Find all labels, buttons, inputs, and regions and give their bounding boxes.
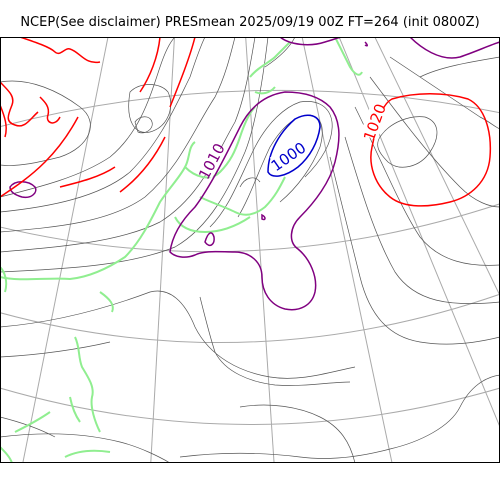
isobar-1020 [0,37,492,207]
chart-title: NCEP(See disclaimer) PRESmean 2025/09/19… [20,15,480,30]
isobars [0,37,500,463]
label-1020: 1020 [360,101,390,143]
isobar-1010 [9,37,500,311]
label-1000: 1000 [268,138,310,175]
graticule [0,37,500,463]
pressure-map: 1010 1000 1020 [0,37,500,463]
coastlines [0,37,363,463]
label-1010: 1010 [195,140,229,182]
isobar-1000 [267,114,321,177]
